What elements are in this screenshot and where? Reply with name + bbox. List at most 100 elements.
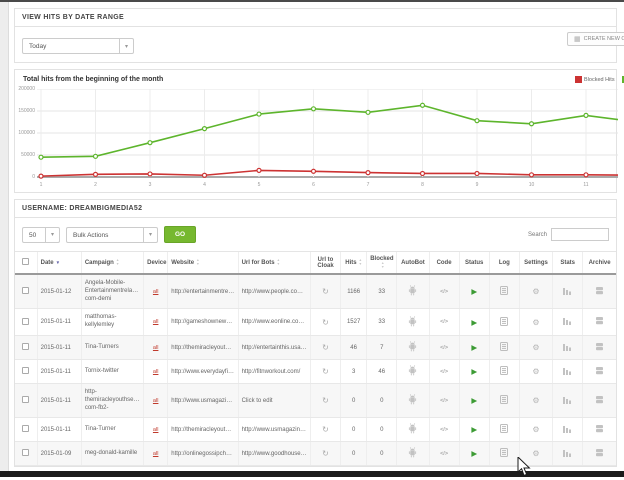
sort-icon: ▲ ▼: [196, 258, 200, 266]
col-header-date[interactable]: Date ▼: [36, 251, 82, 276]
android-robot-icon: [409, 394, 417, 405]
col-header-stats: Stats: [552, 251, 583, 276]
cloak-url-icon[interactable]: ↻: [322, 287, 329, 297]
row-checkbox[interactable]: [22, 396, 30, 404]
cell-archive[interactable]: [582, 335, 616, 361]
cell-url-for-bots[interactable]: http://www.goodhouseke...: [237, 441, 311, 467]
bulk-actions-select[interactable]: Bulk Actions ▾: [66, 226, 158, 243]
settings-gear-icon[interactable]: ⚙: [532, 317, 540, 327]
col-header-blocked[interactable]: Blocked ▲ ▼: [366, 251, 397, 276]
cell-log[interactable]: [488, 335, 520, 361]
settings-gear-icon[interactable]: ⚙: [532, 396, 540, 406]
cell-stats[interactable]: [552, 383, 583, 419]
status-play-icon[interactable]: ▶: [471, 425, 478, 435]
cell-stats[interactable]: [552, 274, 583, 310]
code-icon[interactable]: </>: [440, 344, 449, 351]
row-checkbox[interactable]: [22, 425, 30, 433]
row-checkbox[interactable]: [22, 287, 30, 295]
settings-gear-icon[interactable]: ⚙: [532, 287, 540, 297]
page-size-select[interactable]: 50 ▾: [22, 226, 60, 243]
svg-text:8: 8: [421, 182, 424, 188]
cell-stats[interactable]: [552, 308, 583, 337]
cell-log[interactable]: [488, 274, 520, 310]
row-checkbox[interactable]: [22, 449, 30, 457]
cell-url-for-bots[interactable]: http://fitnworkout.com/: [237, 359, 311, 385]
code-icon[interactable]: </>: [440, 450, 449, 457]
cloak-url-icon[interactable]: ↻: [322, 396, 329, 406]
row-checkbox[interactable]: [22, 343, 30, 351]
col-header-url-bots[interactable]: Url for Bots ▲ ▼: [237, 251, 311, 276]
cell-autobot[interactable]: [396, 383, 429, 419]
cell-log[interactable]: [488, 441, 520, 467]
cell-autobot[interactable]: [396, 274, 429, 310]
status-play-icon[interactable]: ▶: [471, 287, 478, 297]
cell-stats[interactable]: [552, 359, 583, 385]
cell-autobot[interactable]: [396, 308, 429, 337]
go-button[interactable]: GO: [164, 226, 197, 243]
cell-log[interactable]: [488, 308, 520, 337]
col-header-website[interactable]: Website ▲ ▼: [167, 251, 239, 276]
device-link[interactable]: all: [152, 397, 159, 404]
cell-url-for-bots[interactable]: Click to edit: [237, 383, 311, 419]
settings-gear-icon[interactable]: ⚙: [532, 449, 540, 459]
cell-url-for-bots[interactable]: http://www.eonline.com/n...: [237, 308, 311, 337]
cloak-url-icon[interactable]: ↻: [322, 343, 329, 353]
cell-url-for-bots[interactable]: http://www.usmagazine.c...: [237, 417, 311, 443]
cell-archive[interactable]: [582, 359, 616, 385]
row-checkbox[interactable]: [22, 317, 30, 325]
cell-hits: 46: [340, 335, 367, 361]
cell-autobot[interactable]: [396, 441, 429, 467]
cell-archive[interactable]: [582, 417, 616, 443]
cell-archive[interactable]: [582, 274, 616, 310]
cell-url-for-bots[interactable]: http://www.people.com/ar...: [237, 274, 311, 310]
cell-stats[interactable]: [552, 441, 583, 467]
device-link[interactable]: all: [152, 288, 159, 295]
cell-stats[interactable]: [552, 417, 583, 443]
code-icon[interactable]: </>: [440, 288, 449, 295]
cell-archive[interactable]: [582, 308, 616, 337]
device-link[interactable]: all: [152, 344, 159, 351]
device-link[interactable]: all: [152, 450, 159, 457]
code-icon[interactable]: </>: [440, 319, 449, 326]
cell-archive[interactable]: [582, 383, 616, 419]
stats-bars-icon: [563, 367, 572, 375]
device-link[interactable]: all: [152, 319, 159, 326]
code-icon[interactable]: </>: [440, 397, 449, 404]
status-play-icon[interactable]: ▶: [471, 396, 478, 406]
cell-stats[interactable]: [552, 335, 583, 361]
create-campaign-button[interactable]: ▦ CREATE NEW CAMPAIGN: [567, 32, 624, 46]
cell-autobot[interactable]: [396, 335, 429, 361]
date-range-select[interactable]: Today ▾: [22, 38, 134, 54]
log-icon: [500, 448, 509, 458]
status-play-icon[interactable]: ▶: [471, 449, 478, 459]
table-header-row: Date ▼ Campaign ▲ ▼ Device Website ▲ ▼ Url fo…: [15, 251, 616, 276]
select-all-checkbox[interactable]: [22, 258, 30, 266]
col-header-hits[interactable]: Hits ▲ ▼: [340, 251, 367, 276]
settings-gear-icon[interactable]: ⚙: [532, 367, 540, 377]
settings-gear-icon[interactable]: ⚙: [532, 343, 540, 353]
cloak-url-icon[interactable]: ↻: [322, 317, 329, 327]
cell-url-for-bots[interactable]: http://entertainthis.usatod...: [237, 335, 311, 361]
cell-autobot[interactable]: [396, 359, 429, 385]
status-play-icon[interactable]: ▶: [471, 317, 478, 327]
settings-gear-icon[interactable]: ⚙: [532, 425, 540, 435]
status-play-icon[interactable]: ▶: [471, 343, 478, 353]
search-input[interactable]: [551, 228, 609, 241]
cell-log[interactable]: [488, 417, 520, 443]
code-icon[interactable]: </>: [440, 426, 449, 433]
code-icon[interactable]: </>: [440, 368, 449, 375]
cell-log[interactable]: [488, 359, 520, 385]
cloak-url-icon[interactable]: ↻: [322, 449, 329, 459]
status-play-icon[interactable]: ▶: [471, 367, 478, 377]
cloak-url-icon[interactable]: ↻: [322, 367, 329, 377]
row-checkbox[interactable]: [22, 367, 30, 375]
cell-archive[interactable]: [582, 441, 616, 467]
cloak-url-icon[interactable]: ↻: [322, 425, 329, 435]
cell-autobot[interactable]: [396, 417, 429, 443]
log-icon: [500, 342, 509, 352]
cell-log[interactable]: [488, 383, 520, 419]
device-link[interactable]: all: [152, 426, 159, 433]
col-header-device[interactable]: Device: [143, 251, 168, 276]
device-link[interactable]: all: [152, 368, 159, 375]
col-header-campaign[interactable]: Campaign ▲ ▼: [80, 251, 144, 276]
